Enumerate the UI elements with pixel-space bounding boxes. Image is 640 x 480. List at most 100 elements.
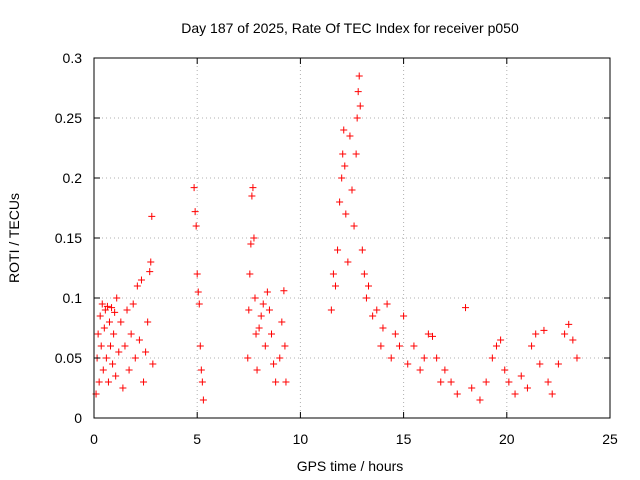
data-point: [492, 342, 500, 350]
data-point: [190, 184, 198, 192]
x-tick-label: 5: [193, 431, 201, 447]
data-point: [250, 234, 258, 242]
data-point: [329, 270, 337, 278]
data-point: [110, 330, 118, 338]
data-point: [391, 330, 399, 338]
y-tick-label: 0.3: [63, 50, 83, 66]
data-point: [342, 210, 350, 218]
data-point: [377, 342, 385, 350]
data-point: [265, 306, 273, 314]
data-point: [96, 312, 104, 320]
data-point: [348, 186, 356, 194]
data-point: [339, 150, 347, 158]
data-point: [395, 342, 403, 350]
data-point: [111, 308, 119, 316]
data-point: [379, 324, 387, 332]
data-point: [340, 126, 348, 134]
data-point: [99, 366, 107, 374]
data-point: [540, 326, 548, 334]
data-point: [356, 102, 364, 110]
y-tick-label: 0.2: [63, 170, 83, 186]
data-point: [115, 348, 123, 356]
data-point: [125, 366, 133, 374]
data-point: [146, 268, 154, 276]
data-point: [501, 366, 509, 374]
data-point: [354, 88, 362, 96]
data-point: [282, 378, 290, 386]
data-point: [352, 150, 360, 158]
x-axis-ticks: 0 5 10 15 20 25: [90, 58, 618, 447]
data-point: [131, 354, 139, 362]
x-axis-label: GPS time / hours: [297, 458, 404, 474]
data-point: [142, 348, 150, 356]
data-points: [92, 72, 581, 404]
data-point: [147, 258, 155, 266]
data-point: [278, 318, 286, 326]
data-point: [561, 330, 569, 338]
data-point: [261, 342, 269, 350]
data-point: [133, 282, 141, 290]
data-point: [149, 360, 157, 368]
data-point: [270, 360, 278, 368]
data-point: [280, 287, 288, 295]
y-tick-label: 0.1: [63, 290, 83, 306]
data-point: [433, 354, 441, 362]
data-point: [198, 378, 206, 386]
data-point: [107, 342, 115, 350]
chart-title: Day 187 of 2025, Rate Of TEC Index for r…: [181, 20, 519, 36]
data-point: [548, 390, 556, 398]
data-point: [523, 384, 531, 392]
data-point: [137, 276, 145, 284]
data-point: [191, 208, 199, 216]
data-point: [127, 330, 135, 338]
data-point: [344, 258, 352, 266]
data-point: [193, 270, 201, 278]
plot-frame: [93, 57, 611, 419]
data-point: [196, 342, 204, 350]
x-tick-label: 10: [293, 431, 309, 447]
data-point: [248, 192, 256, 200]
data-point: [420, 354, 428, 362]
data-point: [199, 396, 207, 404]
y-tick-label: 0.05: [55, 350, 82, 366]
data-point: [148, 212, 156, 220]
data-point: [383, 300, 391, 308]
data-point: [112, 372, 120, 380]
data-point: [94, 330, 102, 338]
data-point: [497, 336, 505, 344]
x-tick-label: 0: [90, 431, 98, 447]
data-point: [272, 378, 280, 386]
data-point: [441, 366, 449, 374]
data-point: [331, 282, 339, 290]
data-point: [246, 270, 254, 278]
data-point: [336, 198, 344, 206]
data-point: [109, 360, 117, 368]
data-point: [103, 302, 111, 310]
data-point: [565, 320, 573, 328]
data-point: [488, 354, 496, 362]
data-point: [528, 342, 536, 350]
data-point: [121, 342, 129, 350]
y-tick-label: 0.25: [55, 110, 82, 126]
data-point: [192, 222, 200, 230]
data-point: [554, 360, 562, 368]
data-point: [482, 378, 490, 386]
data-point: [268, 330, 276, 338]
data-point: [247, 240, 255, 248]
data-point: [259, 300, 267, 308]
data-point: [453, 390, 461, 398]
data-point: [108, 304, 116, 312]
data-point: [462, 304, 470, 312]
data-point: [105, 318, 113, 326]
data-point: [117, 318, 125, 326]
data-point: [113, 294, 121, 302]
data-point: [511, 390, 519, 398]
data-point: [97, 342, 105, 350]
data-point: [95, 378, 103, 386]
data-point: [424, 330, 432, 338]
data-point: [517, 372, 525, 380]
data-point: [410, 342, 418, 350]
data-point: [276, 354, 284, 362]
data-point: [263, 288, 271, 296]
